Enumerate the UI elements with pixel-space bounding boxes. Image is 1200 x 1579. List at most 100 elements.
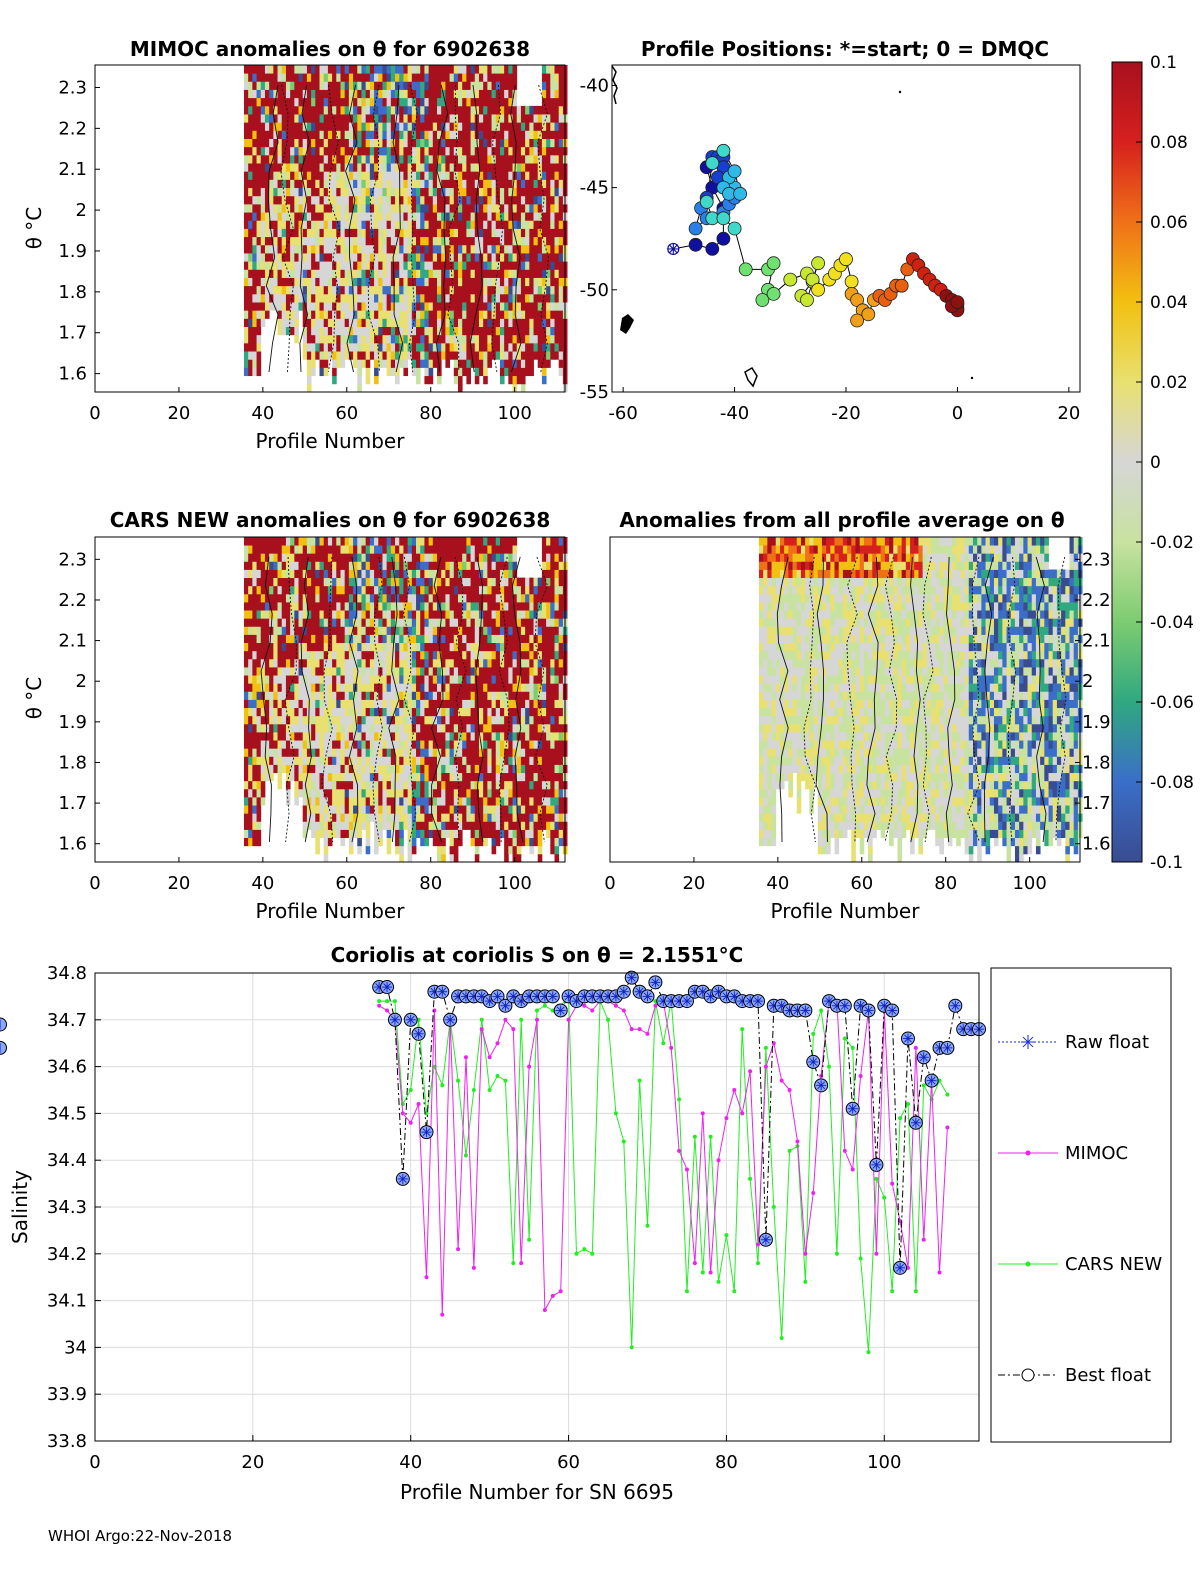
- heatmap-cell: [252, 327, 257, 336]
- heatmap-cell: [479, 98, 484, 107]
- heatmap-cell: [361, 765, 366, 774]
- heatmap-cell: [252, 367, 257, 376]
- heatmap-cell: [466, 237, 471, 246]
- heatmap-cell: [492, 229, 497, 238]
- heatmap-cell: [353, 237, 358, 246]
- heatmap-cell: [412, 781, 417, 790]
- heatmap-cell: [387, 278, 392, 287]
- heatmap-cell: [244, 310, 249, 319]
- heatmap-cell: [420, 789, 425, 798]
- heatmap-cell: [399, 278, 404, 287]
- heatmap-cell: [429, 748, 434, 757]
- heatmap-cell: [252, 81, 257, 90]
- heatmap-cell: [357, 570, 362, 579]
- heatmap-cell: [445, 147, 450, 156]
- heatmap-cell: [345, 578, 350, 587]
- heatmap-cell: [508, 327, 513, 336]
- heatmap-cell: [290, 188, 295, 197]
- heatmap-cell: [252, 359, 257, 368]
- heatmap-cell: [454, 253, 459, 262]
- heatmap-cell: [315, 335, 320, 344]
- heatmap-cell: [525, 237, 530, 246]
- heatmap-cell: [328, 212, 333, 221]
- heatmap-cell: [278, 748, 283, 757]
- heatmap-cell: [248, 626, 253, 635]
- heatmap-cell: [433, 253, 438, 262]
- heatmap-cell: [424, 545, 429, 554]
- heatmap-cell: [399, 765, 404, 774]
- heatmap-cell: [366, 376, 371, 385]
- heatmap-cell: [269, 724, 274, 733]
- heatmap-cell: [361, 302, 366, 311]
- heatmap-cell: [387, 651, 392, 660]
- float-track: [667, 144, 964, 327]
- heatmap-cell: [513, 335, 518, 344]
- heatmap-cell: [412, 667, 417, 676]
- heatmap-cell: [374, 838, 379, 847]
- heatmap-cell: [353, 553, 358, 562]
- heatmap-cell: [424, 797, 429, 806]
- heatmap-cell: [462, 81, 467, 90]
- heatmap-cell: [332, 716, 337, 725]
- heatmap-cell: [345, 561, 350, 570]
- heatmap-cell: [420, 659, 425, 668]
- heatmap-cell: [311, 229, 316, 238]
- heatmap-cell: [370, 171, 375, 180]
- heatmap-cell: [382, 179, 387, 188]
- heatmap-cell: [290, 756, 295, 765]
- heatmap-cell: [483, 147, 488, 156]
- heatmap-cell: [387, 286, 392, 295]
- heatmap-cell: [479, 367, 484, 376]
- heatmap-cell: [366, 147, 371, 156]
- heatmap-cell: [441, 335, 446, 344]
- heatmap-cell: [429, 98, 434, 107]
- heatmap-cell: [332, 139, 337, 148]
- heatmap-cell: [416, 163, 421, 172]
- heatmap-cell: [492, 212, 497, 221]
- heatmap-cell: [290, 724, 295, 733]
- heatmap-cell: [559, 179, 564, 188]
- heatmap-cell: [257, 789, 262, 798]
- heatmap-cell: [521, 130, 526, 139]
- heatmap-cell: [403, 643, 408, 652]
- heatmap-cell: [424, 570, 429, 579]
- heatmap-cell: [437, 269, 442, 278]
- heatmap-cell: [248, 229, 253, 238]
- heatmap-cell: [424, 318, 429, 327]
- heatmap-cell: [416, 261, 421, 270]
- heatmap-cell: [382, 553, 387, 562]
- heatmap-cell: [420, 651, 425, 660]
- heatmap-cell: [290, 155, 295, 164]
- y-tick-label: 1.7: [58, 323, 87, 344]
- heatmap-cell: [479, 318, 484, 327]
- heatmap-cell: [462, 65, 467, 74]
- heatmap-cell: [521, 294, 526, 303]
- heatmap-cell: [391, 618, 396, 627]
- heatmap-cell: [299, 561, 304, 570]
- heatmap-cell: [311, 675, 316, 684]
- heatmap-cell: [294, 773, 299, 782]
- heatmap-cell: [345, 351, 350, 360]
- heatmap-cell: [366, 65, 371, 74]
- heatmap-cell: [458, 700, 463, 709]
- heatmap-cell: [450, 98, 455, 107]
- heatmap-cell: [370, 578, 375, 587]
- heatmap-cell: [424, 130, 429, 139]
- heatmap-cell: [315, 675, 320, 684]
- heatmap-cell: [479, 114, 484, 123]
- heatmap-cell: [500, 302, 505, 311]
- heatmap-cell: [462, 204, 467, 213]
- heatmap-cell: [429, 376, 434, 385]
- heatmap-cell: [399, 716, 404, 725]
- heatmap-cell: [500, 335, 505, 344]
- heatmap-cell: [257, 740, 262, 749]
- heatmap-cell: [504, 278, 509, 287]
- heatmap-cell: [324, 570, 329, 579]
- heatmap-cell: [282, 106, 287, 115]
- heatmap-cell: [315, 318, 320, 327]
- heatmap-cell: [248, 691, 253, 700]
- heatmap-cell: [525, 343, 530, 352]
- heatmap-cell: [492, 269, 497, 278]
- heatmap-cell: [252, 830, 257, 839]
- heatmap-cell: [244, 286, 249, 295]
